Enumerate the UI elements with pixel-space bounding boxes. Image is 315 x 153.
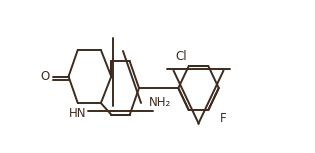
Text: Cl: Cl [175, 50, 187, 63]
Text: HN: HN [69, 106, 87, 119]
Text: NH₂: NH₂ [149, 96, 171, 109]
Text: F: F [220, 112, 226, 125]
Text: O: O [40, 70, 49, 83]
